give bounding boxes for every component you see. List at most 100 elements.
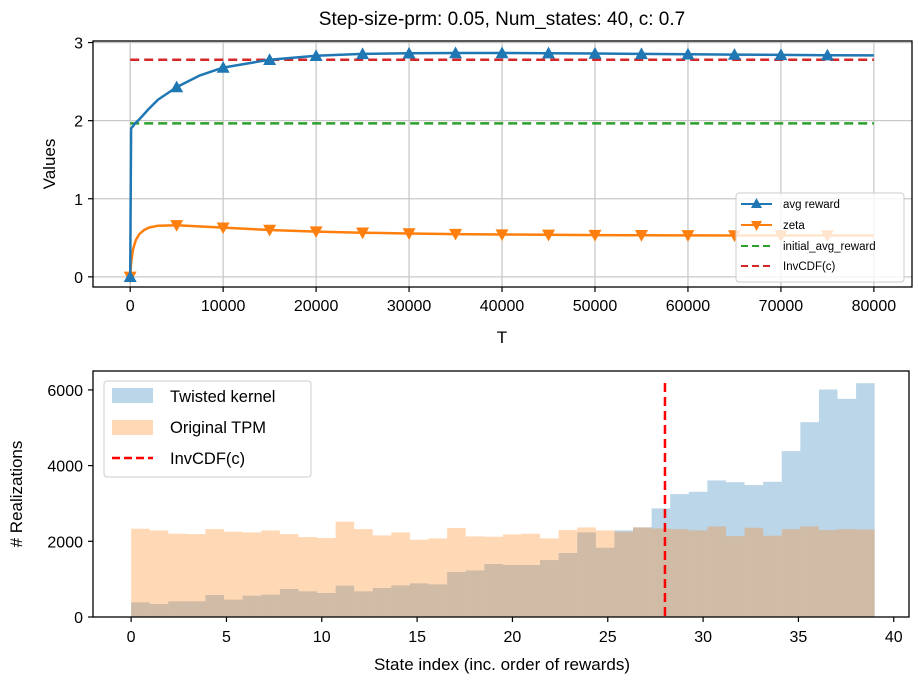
data-point-marker — [170, 80, 184, 93]
histogram-bar-original-tpm — [577, 527, 596, 617]
histogram-bar-original-tpm — [651, 528, 671, 617]
legend-label: avg reward — [783, 199, 840, 211]
data-point-marker — [263, 53, 277, 65]
legend-box — [735, 192, 905, 283]
histogram-bar-original-tpm — [763, 535, 782, 617]
histogram-bar-twisted-kernel — [131, 602, 150, 617]
histogram-bar-twisted-kernel — [502, 565, 522, 617]
histogram-bar-original-tpm — [261, 530, 280, 617]
histogram-bar-twisted-kernel — [651, 508, 671, 617]
y-tick-label: 0 — [74, 610, 83, 627]
legend-entry-twisted-kernel: Twisted kernel — [112, 388, 275, 406]
x-tick-label: 20 — [504, 629, 522, 646]
data-point-marker — [402, 228, 416, 241]
histogram-bar-twisted-kernel — [614, 530, 634, 617]
histogram-bar-twisted-kernel — [688, 491, 708, 617]
y-tick-label: 1 — [74, 192, 83, 209]
histogram-bar-twisted-kernel — [186, 601, 206, 617]
data-point-marker — [356, 47, 370, 60]
histogram-bar-twisted-kernel — [409, 583, 429, 617]
x-tick-label: 0 — [127, 629, 136, 646]
histogram-bar-twisted-kernel — [261, 594, 280, 617]
histogram-bar-original-tpm — [670, 529, 689, 617]
histogram-bar-original-tpm — [725, 536, 745, 617]
legend-label: Twisted kernel — [170, 388, 275, 406]
x-tick-label: 70000 — [759, 298, 804, 315]
legend: Twisted kernel Original TPM InvCDF(c) — [103, 380, 312, 478]
data-point-marker — [542, 229, 556, 242]
legend-entry-invcdf: InvCDF(c) — [741, 261, 836, 273]
legend-label: Original TPM — [170, 419, 266, 437]
y-axis-label: # Realizations — [7, 441, 26, 548]
y-tick-label: 3 — [74, 36, 83, 53]
x-tick-label: 10000 — [201, 298, 246, 315]
histogram-bar-original-tpm — [502, 534, 522, 617]
chart-title: Step-size-prm: 0.05, Num_states: 40, c: … — [319, 9, 685, 30]
histogram-bar-original-tpm — [800, 526, 819, 617]
histogram-bar-twisted-kernel — [558, 553, 578, 617]
histogram-bar-twisted-kernel — [521, 565, 541, 617]
data-point-marker — [309, 226, 323, 239]
x-tick-label: 5 — [222, 629, 231, 646]
histogram-bar-twisted-kernel — [633, 527, 652, 617]
histogram-bar-twisted-kernel — [670, 494, 689, 617]
legend-swatch — [112, 420, 153, 435]
histogram-bar-twisted-kernel — [317, 593, 336, 617]
data-point-marker — [402, 46, 416, 59]
x-tick-label: 30000 — [387, 298, 432, 315]
x-tick-label: 50000 — [573, 298, 618, 315]
triangle-up-marker-icon — [751, 198, 762, 208]
histogram-bar-twisted-kernel — [595, 547, 615, 617]
legend-entry-avg-reward: avg reward — [741, 198, 840, 211]
data-point-marker — [588, 229, 602, 242]
legend-entry-invcdf: InvCDF(c) — [112, 450, 245, 468]
histogram-bar-twisted-kernel — [149, 604, 169, 617]
x-tick-label: 35 — [790, 629, 808, 646]
histogram-bar-original-tpm — [372, 535, 392, 617]
x-tick-label: 40 — [885, 629, 903, 646]
histogram-bar-original-tpm — [707, 526, 726, 617]
histogram-bar-original-tpm — [279, 534, 299, 617]
histogram-bar-twisted-kernel — [707, 480, 726, 617]
y-tick-label: 2 — [74, 114, 83, 131]
histogram-bar-original-tpm — [242, 532, 262, 617]
histogram-bar-twisted-kernel — [465, 570, 485, 617]
x-axis-label: T — [497, 328, 507, 347]
series-group — [123, 46, 874, 284]
histogram-bar-twisted-kernel — [837, 398, 857, 617]
data-point-marker — [727, 48, 741, 60]
histogram-bar-original-tpm — [614, 531, 634, 617]
histogram-bar-original-tpm — [335, 521, 355, 617]
data-point-marker — [634, 230, 648, 242]
y-tick-label: 0 — [74, 270, 83, 287]
histogram-bar-original-tpm — [540, 538, 559, 617]
legend-entry-initial-avg-reward: initial_avg_reward — [741, 241, 876, 253]
histogram-bar-original-tpm — [409, 539, 429, 617]
data-point-marker — [449, 228, 463, 241]
y-axis-label: Values — [40, 139, 59, 190]
histogram-bar-twisted-kernel — [447, 572, 466, 617]
series-line-zeta — [128, 224, 874, 277]
histogram-bar-twisted-kernel — [224, 599, 243, 617]
histogram-bar-original-tpm — [558, 530, 578, 617]
histogram-bar-twisted-kernel — [391, 585, 410, 617]
histogram-bar-original-tpm — [205, 529, 225, 617]
histogram-bar-original-tpm — [781, 529, 801, 617]
x-tick-label: 80000 — [852, 298, 897, 315]
line-chart-values-vs-T: Step-size-prm: 0.05, Num_states: 40, c: … — [40, 9, 913, 347]
legend-swatch — [112, 388, 153, 403]
x-axis-label: State index (inc. order of rewards) — [374, 655, 630, 674]
x-tick-label: 40000 — [480, 298, 525, 315]
histogram-bar-original-tpm — [131, 528, 150, 617]
histogram-bar-twisted-kernel — [763, 481, 782, 617]
data-point-marker — [681, 47, 695, 60]
axis-ticks: 0 5 10 15 20 25 30 35 40 0 2000 4000 6000 — [47, 383, 902, 646]
legend-label: InvCDF(c) — [783, 261, 836, 273]
histogram-bar-original-tpm — [595, 530, 615, 617]
x-tick-label: 10 — [313, 629, 331, 646]
y-tick-label: 4000 — [47, 459, 83, 476]
legend-box — [103, 380, 312, 478]
histogram-bar-original-tpm — [149, 530, 169, 617]
histogram-bars — [131, 383, 875, 617]
histogram-bar-twisted-kernel — [540, 560, 559, 617]
